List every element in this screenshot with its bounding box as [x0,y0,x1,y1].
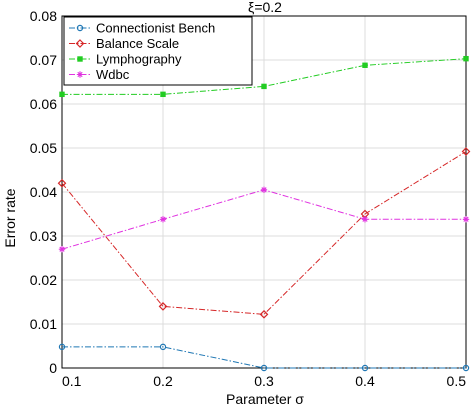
legend-marker [75,39,85,48]
y-tick-label: 0.06 [30,96,57,112]
chart-title: ξ=0.2 [248,0,282,15]
data-point-connectionist-bench [58,343,66,351]
legend-marker [76,24,84,32]
data-point-balance-scale [57,178,67,188]
legend-label: Connectionist Bench [96,21,215,36]
x-tick-label: 0.2 [153,373,173,389]
legend-entry-lymphography: Lymphography [69,52,182,67]
y-axis-label: Error rate [2,188,18,247]
series-balance-scale [57,147,471,319]
data-point-lymphography [160,91,166,98]
data-point-lymphography [362,62,368,68]
data-point-lymphography [463,55,469,62]
series-connectionist-bench [58,343,470,372]
series-line-connectionist-bench [62,346,466,369]
legend-label: Balance Scale [96,36,179,51]
data-point-balance-scale [158,302,168,311]
series-lymphography [59,55,469,98]
x-axis-label: Parameter σ [226,391,304,407]
legend-label: Wdbc [96,67,130,82]
legend-marker [76,71,84,78]
y-tick-label: 0.03 [30,228,57,244]
data-point-wdbc [462,216,470,223]
data-point-wdbc [159,216,167,223]
data-point-connectionist-bench [159,343,167,351]
data-point-connectionist-bench [361,364,369,372]
x-tick-label: 0.5 [447,373,467,389]
data-point-lymphography [59,91,65,98]
data-point-balance-scale [461,147,471,156]
data-point-wdbc [58,246,66,253]
y-tick-label: 0.04 [30,184,57,200]
y-tick-label: 0.02 [30,272,57,288]
data-point-connectionist-bench [462,364,470,372]
legend-box [63,16,253,86]
legend-entry-connectionist-bench: Connectionist Bench [69,21,215,36]
series-line-lymphography [62,58,467,95]
legend-label: Lymphography [96,52,182,67]
y-tick-label: 0.05 [30,140,57,156]
legend-entry-wdbc: Wdbc [69,67,130,82]
x-tick-label: 0.4 [355,373,375,389]
legend-entry-balance-scale: Balance Scale [69,36,179,51]
y-tick-label: 0.01 [30,316,57,332]
legend-marker [77,56,83,62]
series-lines [57,55,471,372]
data-point-wdbc [260,186,268,193]
series-wdbc [58,186,470,253]
y-tick-label: 0 [49,360,57,376]
series-line-balance-scale [61,151,467,315]
y-tick-label: 0.08 [30,8,57,24]
data-point-connectionist-bench [260,364,268,372]
axis-ticks: 0 0.01 0.02 0.03 0.04 0.05 0.06 0.07 0.08 0.1 0.2 0… [30,8,466,389]
data-point-wdbc [361,216,369,223]
data-point-lymphography [261,83,267,90]
data-point-balance-scale [259,309,269,319]
x-tick-label: 0.1 [62,373,82,389]
x-tick-label: 0.3 [254,373,274,389]
y-tick-label: 0.07 [30,52,57,68]
